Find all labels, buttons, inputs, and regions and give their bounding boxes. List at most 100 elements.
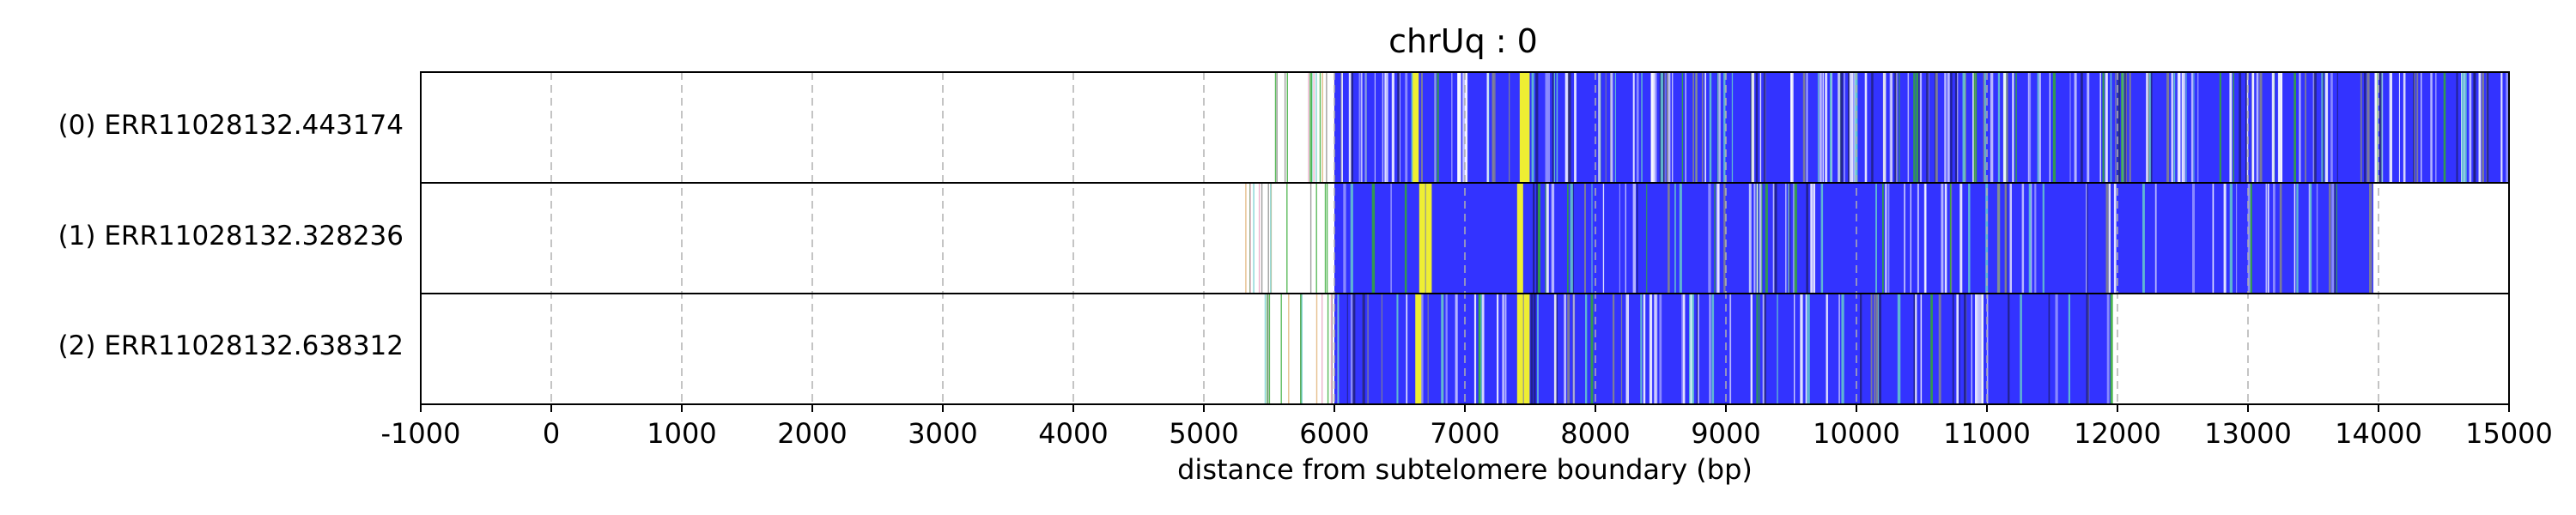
dense-line-0-243 [1660, 73, 1663, 182]
dense-line-0-82 [2233, 73, 2234, 182]
dense-line-2-78 [1877, 294, 1880, 403]
dense-line-0-124 [1605, 73, 1607, 182]
dense-line-1-104 [2296, 184, 2299, 293]
dense-line-1-75 [1765, 184, 1768, 293]
dense-line-2-54 [1573, 294, 1575, 403]
dense-line-0-132 [1755, 73, 1758, 182]
dense-line-1-44 [2309, 184, 2312, 293]
dense-line-0-254 [1962, 73, 1964, 182]
dense-line-0-115 [1434, 73, 1437, 182]
sparse-line-2-4 [1264, 294, 1267, 403]
dense-line-0-226 [2364, 73, 2366, 182]
dense-line-0-34 [2166, 73, 2170, 182]
dense-line-2-95 [1729, 294, 1732, 403]
dense-line-0-167 [1850, 73, 1854, 182]
dense-line-0-76 [2190, 73, 2194, 182]
dense-line-1-92 [2247, 184, 2251, 293]
dense-line-2-21 [1920, 294, 1923, 403]
dense-line-1-82 [1404, 184, 1407, 293]
sparse-line-2-13 [1267, 294, 1269, 403]
dense-line-0-69 [2389, 73, 2392, 182]
x-tick-label-3: 2000 [777, 417, 847, 450]
dense-line-0-58 [2150, 73, 2153, 182]
dense-line-0-91 [1983, 73, 1985, 182]
dense-line-2-101 [1681, 294, 1683, 403]
dense-line-2-99 [1964, 294, 1966, 403]
dense-line-1-90 [2267, 184, 2269, 293]
dense-line-0-200 [1838, 73, 1841, 182]
yellow-mark-2-2 [1523, 294, 1530, 403]
x-tick-label-8: 7000 [1430, 417, 1499, 450]
dense-line-0-63 [1844, 73, 1845, 182]
dense-line-2-104 [1625, 294, 1629, 403]
dense-line-1-5 [1917, 184, 1919, 293]
dense-line-1-13 [2329, 184, 2331, 293]
dense-line-1-23 [1885, 184, 1887, 293]
dense-line-2-48 [1982, 294, 1984, 403]
dense-line-0-229 [1891, 73, 1893, 182]
read-track-2 [1334, 294, 2111, 403]
dense-line-0-185 [1825, 73, 1827, 182]
dense-line-0-198 [1574, 73, 1577, 182]
dense-line-1-83 [2334, 184, 2336, 293]
dense-line-0-136 [1759, 73, 1762, 182]
dense-line-0-165 [2374, 73, 2378, 182]
dense-line-1-59 [1887, 184, 1890, 293]
dense-line-1-71 [1679, 184, 1682, 293]
dense-line-1-68 [1602, 184, 1605, 293]
dense-line-1-17 [1772, 184, 1775, 293]
dense-line-0-19 [2330, 73, 2333, 182]
dense-line-2-85 [1504, 294, 1507, 403]
x-axis-label: distance from subtelomere boundary (bp) [1177, 453, 1753, 486]
dense-line-0-188 [2129, 73, 2131, 182]
dense-line-0-98 [1672, 73, 1674, 182]
sparse-line-2-3 [1288, 294, 1290, 403]
dense-line-0-151 [2117, 73, 2121, 182]
dense-line-1-102 [1756, 184, 1759, 293]
dense-line-0-129 [1556, 73, 1558, 182]
dense-line-2-98 [1977, 294, 1980, 403]
dense-line-0-108 [2500, 73, 2503, 182]
dense-line-0-246 [1535, 73, 1539, 182]
dense-line-0-170 [1984, 73, 1986, 182]
sparse-line-0-10 [1315, 73, 1317, 182]
dense-line-2-75 [1643, 294, 1646, 403]
sparse-line-0-13 [1276, 73, 1278, 182]
dense-line-0-199 [2456, 73, 2458, 182]
dense-line-0-86 [1553, 73, 1555, 182]
dense-line-0-258 [1840, 73, 1844, 182]
dense-line-2-6 [1585, 294, 1588, 403]
sparse-line-0-2 [1308, 73, 1309, 182]
dense-line-0-157 [1382, 73, 1384, 182]
dense-line-0-231 [2271, 73, 2275, 182]
dense-line-0-209 [1957, 73, 1959, 182]
dense-line-0-166 [1420, 73, 1423, 182]
yellow-mark-2-0 [1415, 294, 1422, 403]
dense-line-1-89 [1632, 184, 1636, 293]
dense-line-0-30 [1437, 73, 1439, 182]
dense-line-1-65 [1924, 184, 1927, 293]
dense-line-0-194 [2461, 73, 2464, 182]
dense-line-2-108 [1590, 294, 1594, 403]
dense-line-2-47 [2055, 294, 2058, 403]
sparse-line-2-7 [1331, 294, 1333, 403]
x-tick-label-15: 14000 [2335, 417, 2422, 450]
dense-line-2-86 [2106, 294, 2110, 403]
dense-line-0-172 [1547, 73, 1550, 182]
dense-line-2-65 [1482, 294, 1484, 403]
dense-line-0-125 [1650, 73, 1653, 182]
dense-line-1-39 [1941, 184, 1944, 293]
dense-line-0-55 [2478, 73, 2482, 182]
dense-line-0-65 [1806, 73, 1808, 182]
dense-line-2-62 [1478, 294, 1481, 403]
dense-line-2-88 [1620, 294, 1623, 403]
dense-line-0-73 [2069, 73, 2071, 182]
dense-line-0-84 [1896, 73, 1898, 182]
dense-line-2-80 [1860, 294, 1862, 403]
dense-line-0-242 [1374, 73, 1376, 182]
dense-line-1-54 [1546, 184, 1549, 293]
dense-line-2-92 [1406, 294, 1408, 403]
x-tick-label-9: 8000 [1560, 417, 1630, 450]
dense-line-0-208 [1849, 73, 1851, 182]
dense-line-2-84 [1975, 294, 1977, 403]
